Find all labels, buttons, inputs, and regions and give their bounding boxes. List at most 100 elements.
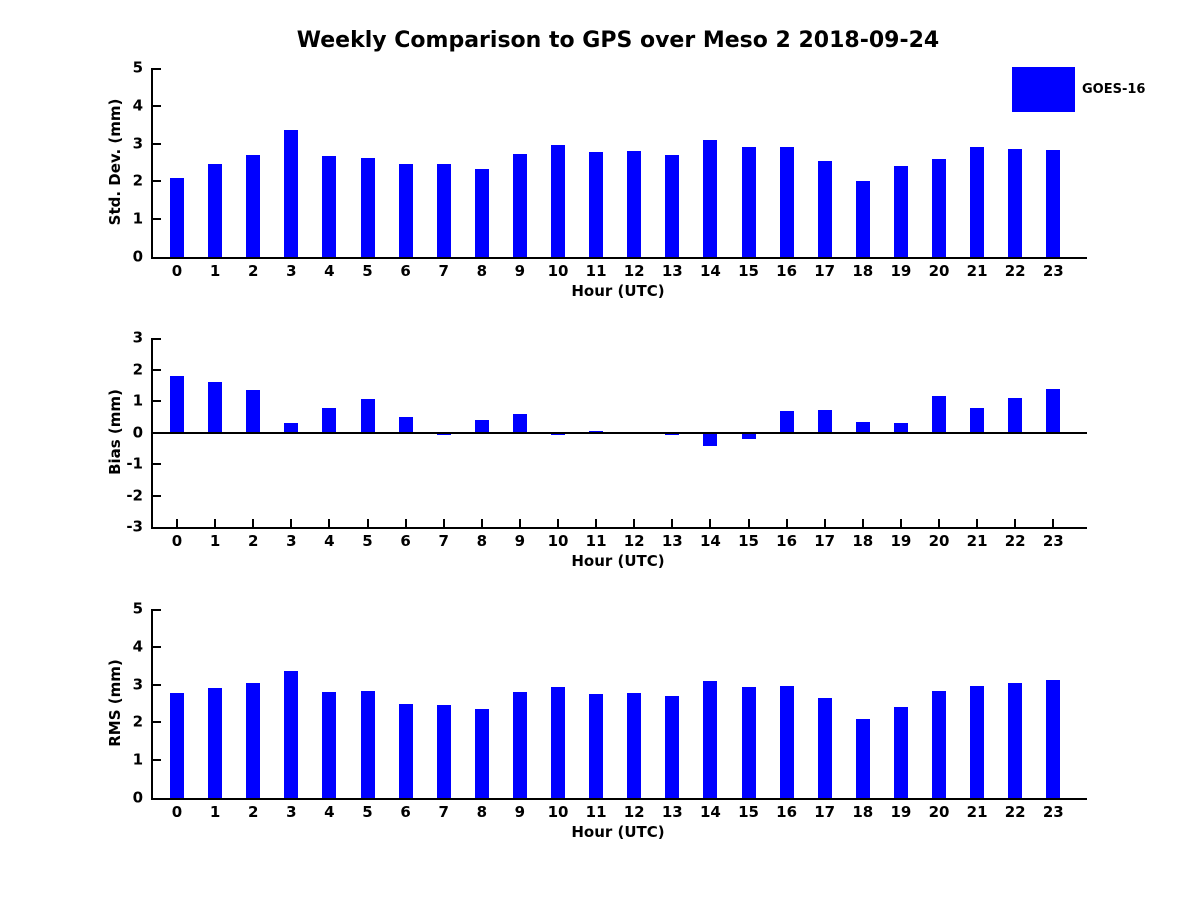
x-tick-label: 1 — [209, 803, 221, 821]
zero-axis-line — [153, 431, 1087, 434]
bar-goes16-h6 — [398, 416, 413, 433]
x-tick-label: 2 — [247, 803, 259, 821]
x-tick-mark — [1052, 519, 1055, 527]
bar-goes16-h8 — [474, 169, 489, 257]
bar-goes16-h21 — [970, 685, 985, 798]
subplot-bias: Bias (mm) -3 -2 -1 0 1 2 3 0 1 2 3 4 5 6 7 8 9 10 11 12 13 14… — [0, 330, 1200, 588]
x-tick-label: 11 — [585, 532, 607, 550]
bar-goes16-h8 — [474, 708, 489, 798]
bar-goes16-h19 — [893, 706, 908, 798]
bar-goes16-h17 — [817, 409, 832, 433]
x-tick-label: 22 — [1004, 803, 1026, 821]
bar-goes16-h14 — [703, 432, 718, 447]
x-tick-label: 3 — [286, 803, 297, 821]
x-tick-label: 12 — [623, 532, 645, 550]
plot-area-stddev: 0 1 2 3 4 5 0 1 2 3 4 5 6 7 8 9 10 11 12 13 14 15 16 17 18 19 20 21… — [133, 60, 1087, 279]
legend-label-goes16: GOES-16 — [1082, 82, 1146, 97]
y-tick-label: 4 — [132, 637, 143, 656]
y-tick-mark — [153, 683, 161, 686]
y-tick-mark — [153, 400, 161, 402]
x-tick-mark — [861, 519, 864, 527]
x-tick-mark — [823, 519, 826, 527]
y-tick-mark — [153, 463, 161, 465]
x-tick-label: 18 — [852, 262, 874, 280]
y-axis-label-bias: Bias (mm) — [106, 389, 124, 475]
y-tick-label: 0 — [132, 247, 143, 266]
bar-goes16-h1 — [208, 164, 223, 257]
bar-goes16-h22 — [1008, 397, 1023, 433]
x-tick-label: 5 — [362, 532, 373, 550]
y-tick-label: 2 — [132, 712, 143, 731]
bar-goes16-h16 — [779, 146, 794, 257]
bar-goes16-h2 — [246, 683, 261, 798]
x-tick-label: 14 — [699, 532, 721, 550]
y-tick-label: -2 — [126, 486, 143, 504]
bar-goes16-h13 — [665, 695, 680, 798]
x-tick-label: 18 — [852, 803, 874, 821]
bar-goes16-h6 — [398, 164, 413, 257]
x-axis-label-bias: Hour (UTC) — [571, 552, 665, 570]
x-tick-label: 8 — [476, 532, 488, 550]
legend: GOES-16 — [1012, 67, 1145, 112]
x-tick-label: 1 — [209, 262, 221, 280]
x-tick-label: 15 — [738, 803, 759, 821]
x-tick-mark — [557, 519, 559, 527]
bar-goes16-h10 — [551, 145, 565, 257]
bar-goes16-h20 — [932, 396, 946, 433]
x-tick-label: 9 — [514, 262, 526, 280]
bar-goes16-h9 — [512, 153, 527, 257]
bar-goes16-h14 — [703, 680, 718, 798]
bar-goes16-h5 — [360, 399, 375, 433]
y-tick-mark — [153, 759, 161, 762]
y-tick-mark — [153, 721, 161, 724]
bar-goes16-h4 — [322, 407, 337, 433]
bar-goes16-h23 — [1046, 150, 1061, 257]
x-tick-label: 14 — [699, 262, 721, 280]
x-tick-mark — [976, 519, 979, 527]
x-tick-mark — [252, 519, 255, 527]
bar-goes16-h19 — [893, 166, 908, 257]
x-tick-label: 16 — [776, 803, 798, 821]
bar-goes16-h23 — [1046, 679, 1061, 798]
bar-goes16-h18 — [855, 422, 870, 433]
x-tick-mark — [290, 519, 293, 527]
bar-goes16-h14 — [703, 139, 718, 257]
y-tick-mark — [153, 368, 161, 371]
x-tick-mark — [938, 519, 940, 527]
x-tick-mark — [1014, 519, 1017, 527]
bar-goes16-h7 — [436, 164, 451, 257]
y-tick-mark — [153, 104, 161, 107]
x-tick-label: 21 — [966, 532, 988, 550]
x-tick-mark — [633, 519, 636, 527]
bar-goes16-h20 — [932, 691, 946, 798]
subplot-stddev: Std. Dev. (mm) 0 1 2 3 4 5 0 1 2 3 4 5 6 7 8 9 10 11 12 13 1… — [0, 60, 1200, 318]
x-tick-mark — [785, 519, 788, 527]
bar-goes16-h23 — [1046, 389, 1061, 433]
x-tick-label: 10 — [547, 803, 569, 821]
x-tick-label: 7 — [438, 262, 449, 280]
bar-goes16-h9 — [512, 413, 527, 433]
y-tick-label: 2 — [132, 360, 143, 378]
bar-goes16-h16 — [779, 685, 794, 798]
bar-goes16-h1 — [208, 688, 223, 798]
x-tick-label: 17 — [814, 262, 836, 280]
bar-goes16-h0 — [170, 177, 184, 257]
x-tick-label: 7 — [438, 532, 449, 550]
bar-goes16-h3 — [284, 671, 299, 798]
y-tick-label: 5 — [132, 58, 143, 77]
y-tick-label: 3 — [132, 134, 143, 153]
bar-goes16-h22 — [1008, 149, 1023, 257]
x-tick-label: 11 — [585, 803, 607, 821]
x-tick-label: 1 — [209, 532, 221, 550]
x-tick-label: 2 — [247, 532, 259, 550]
bar-goes16-h18 — [855, 719, 870, 798]
bar-goes16-h2 — [246, 154, 261, 257]
x-tick-label: 19 — [890, 803, 912, 821]
x-tick-label: 4 — [324, 532, 335, 550]
x-tick-label: 11 — [585, 262, 607, 280]
y-axis-label-rms: RMS (mm) — [106, 659, 124, 747]
x-tick-label: 8 — [476, 262, 488, 280]
bar-goes16-h11 — [589, 694, 604, 798]
bar-goes16-h2 — [246, 389, 261, 433]
